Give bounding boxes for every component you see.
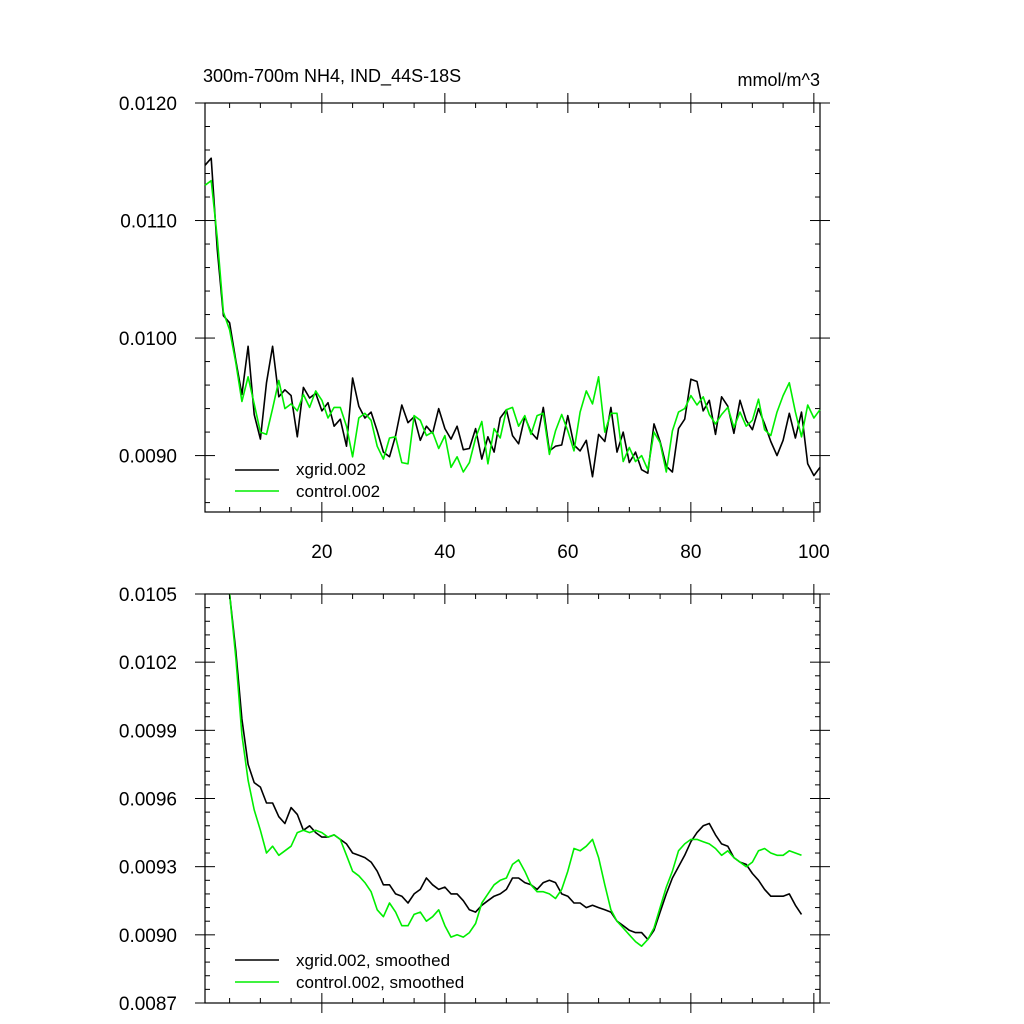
top-x-tick-label: 20 xyxy=(311,542,332,563)
top-panel: 20 40 60 80 100 0.0090 0.0100 0.0110 0.0120 300m… xyxy=(119,66,830,563)
bottom-tick-layer: 0.0087 0.0090 0.0093 0.0096 0.0099 0.0102 0.01… xyxy=(119,584,830,1015)
bottom-y-tick-label: 0.0090 xyxy=(119,926,177,947)
top-y-tick-label: 0.0110 xyxy=(120,212,177,233)
top-legend-label-0: xgrid.002 xyxy=(296,460,366,479)
bottom-y-tick-label: 0.0102 xyxy=(119,653,177,674)
bottom-y-tick-label: 0.0099 xyxy=(119,721,177,742)
top-series-line-1 xyxy=(204,179,821,473)
top-x-tick-label: 60 xyxy=(557,542,578,563)
top-plot-border xyxy=(204,102,821,513)
top-series-layer xyxy=(204,157,821,478)
top-y-tick-label: 0.0120 xyxy=(119,94,177,115)
top-y-tick-label: 0.0100 xyxy=(119,329,177,350)
top-tick-layer: 20 40 60 80 100 0.0090 0.0100 0.0110 0.0120 xyxy=(119,93,830,563)
top-chart-title: 300m-700m NH4, IND_44S-18S xyxy=(203,66,461,87)
bottom-legend: xgrid.002, smoothed control.002, smoothe… xyxy=(235,951,464,992)
bottom-panel: 0.0087 0.0090 0.0093 0.0096 0.0099 0.0102 0.01… xyxy=(119,584,830,1015)
top-y-tick-label: 0.0090 xyxy=(119,447,177,468)
bottom-y-tick-label: 0.0105 xyxy=(119,585,177,606)
top-x-tick-label: 40 xyxy=(434,542,455,563)
top-legend: xgrid.002 control.002 xyxy=(235,460,380,501)
bottom-series-line-1 xyxy=(228,593,802,948)
bottom-y-tick-label: 0.0096 xyxy=(119,790,177,811)
top-x-tick-label: 100 xyxy=(798,542,830,563)
bottom-y-tick-label: 0.0087 xyxy=(119,994,177,1015)
top-chart-units: mmol/m^3 xyxy=(738,70,820,90)
bottom-legend-label-1: control.002, smoothed xyxy=(296,973,464,992)
bottom-series-layer xyxy=(228,593,803,948)
bottom-legend-label-0: xgrid.002, smoothed xyxy=(296,951,450,970)
top-x-tick-label: 80 xyxy=(680,542,701,563)
bottom-series-line-0 xyxy=(228,593,803,941)
top-plot-frame xyxy=(204,102,821,513)
bottom-y-tick-label: 0.0093 xyxy=(119,858,177,879)
top-legend-label-1: control.002 xyxy=(296,482,380,501)
